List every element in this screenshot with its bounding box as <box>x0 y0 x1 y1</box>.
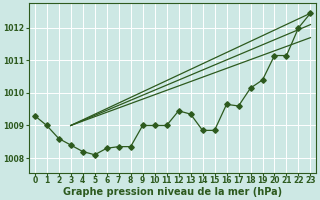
X-axis label: Graphe pression niveau de la mer (hPa): Graphe pression niveau de la mer (hPa) <box>63 187 282 197</box>
